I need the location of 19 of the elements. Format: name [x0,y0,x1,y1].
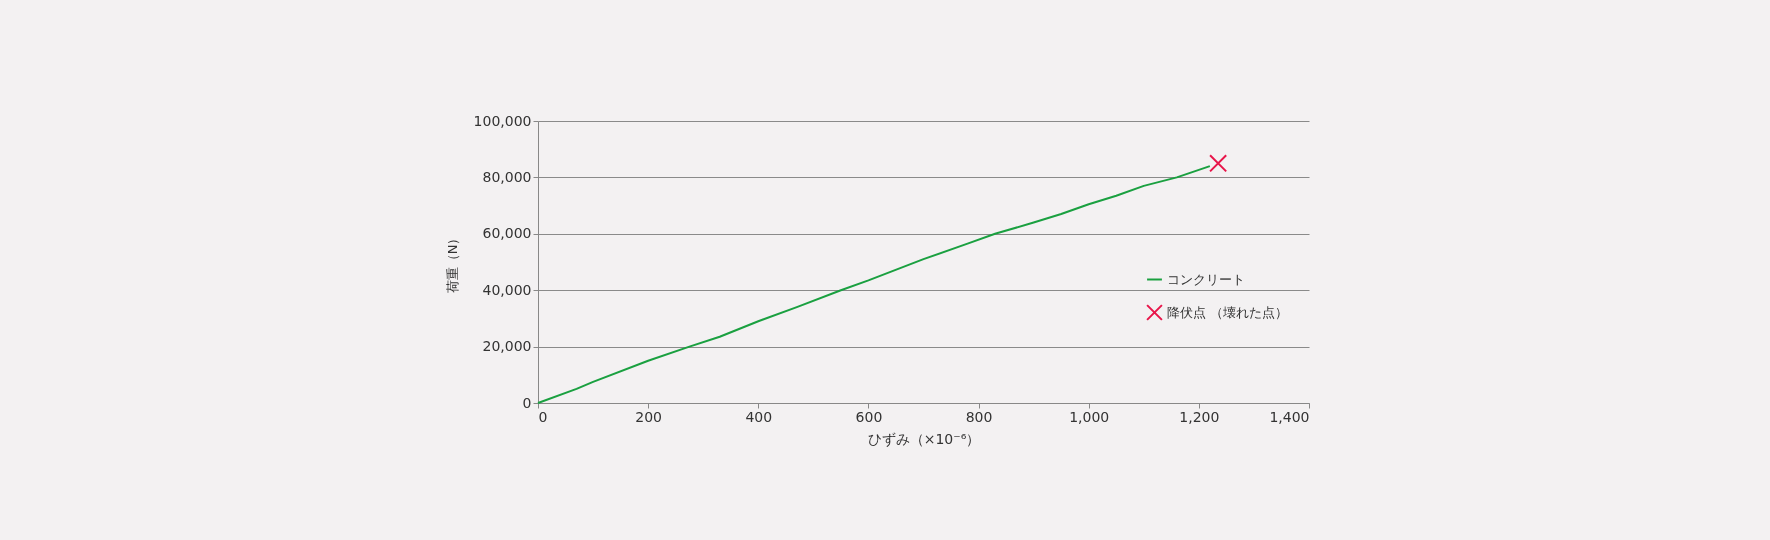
y-tick-label: 20,000 [482,338,532,355]
x-tick-label: 600 [855,408,883,425]
y-axis-title: 荷重（N） [444,231,460,294]
x-tick-label: 1,400 [1269,408,1310,425]
legend-label: 降伏点 （壊れた点） [1167,304,1289,320]
y-tick-label: 80,000 [482,168,532,185]
x-axis-title: ひずみ（×10⁻⁶） [867,430,981,447]
x-tick-label: 400 [745,408,773,425]
y-tick-label: 60,000 [482,225,532,242]
y-tick-label: 0 [522,394,532,411]
x-tick-label: 0 [538,408,548,425]
x-tick-label: 200 [635,408,663,425]
x-tick-label: 1,200 [1179,408,1220,425]
y-tick-label: 100,000 [473,112,532,129]
x-tick-label: 1,000 [1069,408,1110,425]
legend-label: コンクリート [1167,271,1245,287]
line-series [537,165,1211,404]
y-tick-label: 40,000 [482,281,532,298]
x-tick-label: 800 [965,408,993,425]
